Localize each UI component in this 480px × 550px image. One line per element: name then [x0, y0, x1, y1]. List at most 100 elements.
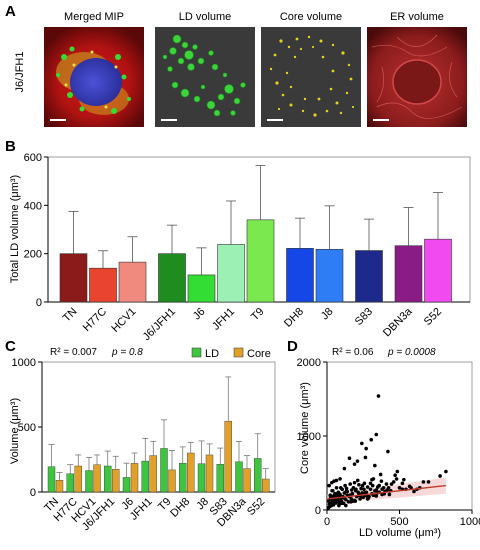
scatter-point	[385, 488, 389, 492]
scatter-point	[373, 463, 377, 468]
bar-JFH1	[217, 244, 245, 303]
scatter-point	[342, 491, 347, 495]
scatter-point	[387, 492, 392, 497]
bar-J8	[315, 249, 344, 303]
scatter-point	[352, 462, 357, 466]
scatter-point	[393, 473, 397, 478]
scale-bar	[161, 119, 177, 121]
x-tick-label: 0	[324, 516, 330, 528]
panel-b-label: B	[5, 138, 16, 155]
scatter-point	[360, 483, 365, 488]
y-tick-label: 500	[18, 422, 36, 434]
title-core-volume: Core volume	[279, 11, 343, 23]
scatter-point	[352, 480, 357, 485]
scatter-point	[355, 478, 360, 483]
bar-HCV1	[118, 261, 147, 303]
micrograph-er-volume	[367, 27, 467, 127]
micrograph-ld-volume	[155, 27, 255, 127]
scatter-point	[336, 497, 340, 502]
scatter-point	[359, 486, 363, 491]
scatter-point	[368, 487, 373, 492]
scatter-point	[356, 490, 360, 495]
panel-d-p: p = 0.0008	[388, 347, 436, 358]
scatter-point	[363, 455, 368, 460]
scatter-point	[402, 477, 406, 482]
scatter-point	[347, 456, 352, 461]
bar-J6	[187, 274, 216, 303]
scatter-point	[389, 482, 394, 486]
panel-c-r2: R² = 0.007	[50, 347, 97, 358]
bar-DH8	[286, 248, 314, 303]
scatter-point	[397, 486, 402, 490]
y-tick-label: 2000	[297, 357, 321, 369]
scatter-point	[345, 489, 350, 494]
bar-S52	[424, 238, 452, 303]
scatter-point	[379, 479, 384, 483]
scatter-point	[370, 477, 374, 482]
scatter-point	[444, 469, 448, 474]
scatter-point	[412, 489, 416, 494]
panel-d-label: D	[287, 338, 298, 355]
y-tick-label: 1000	[12, 357, 36, 369]
y-tick-label: 0	[30, 487, 36, 499]
scatter-point	[327, 483, 331, 488]
panel-a-label: A	[5, 3, 16, 20]
scatter-point	[338, 486, 343, 490]
scatter-point	[337, 503, 341, 508]
scatter-point	[368, 481, 373, 486]
x-tick-label: 500	[390, 516, 408, 528]
scatter-point	[333, 498, 337, 503]
scatter-point	[376, 394, 381, 398]
scatter-point	[395, 469, 400, 474]
bar-DBN3a	[394, 245, 423, 303]
scatter-point	[354, 487, 358, 492]
scatter-point	[349, 500, 353, 504]
scatter-point	[337, 500, 342, 505]
micrograph-core-volume	[261, 27, 361, 127]
scatter-point	[438, 474, 442, 478]
scale-bar	[50, 119, 66, 121]
scatter-point	[400, 481, 405, 486]
scatter-point	[394, 477, 399, 481]
scatter-point	[326, 505, 331, 510]
scatter-point	[374, 494, 379, 498]
legend-label-ld: LD	[205, 348, 219, 360]
scatter-point	[344, 486, 349, 491]
scatter-point	[366, 496, 371, 500]
scatter-point	[364, 446, 368, 451]
scatter-point	[343, 483, 347, 488]
scatter-point	[426, 480, 431, 484]
scatter-point	[381, 486, 386, 490]
bar-J6/JFH1	[158, 253, 186, 303]
scatter-point	[365, 485, 370, 489]
scatter-point	[329, 480, 334, 485]
scatter-point	[384, 482, 389, 486]
scatter-point	[386, 449, 390, 454]
panel-d-r2: R² = 0.06	[332, 347, 374, 358]
bar-T9	[246, 219, 275, 303]
scatter-point	[380, 492, 384, 497]
panel-c-label: C	[5, 338, 16, 355]
y-tick-label: 200	[24, 249, 42, 261]
scatter-point	[331, 488, 335, 493]
scatter-point	[421, 480, 426, 484]
title-ld-volume: LD volume	[178, 11, 232, 23]
scatter-point	[334, 486, 339, 490]
title-er-volume: ER volume	[390, 11, 444, 23]
scatter-point	[360, 491, 364, 495]
y-tick-label: 1000	[297, 431, 321, 443]
scatter-point	[378, 472, 383, 477]
panel-c-p: p = 0.8	[112, 347, 143, 358]
scatter-point	[332, 493, 337, 498]
panel-d-xlabel: LD volume (μm³)	[358, 527, 442, 539]
scatter-point	[344, 503, 348, 508]
scatter-point	[355, 459, 360, 463]
scatter-point	[362, 487, 366, 492]
x-tick-label: 1000	[460, 516, 480, 528]
title-merged-mip: Merged MIP	[64, 11, 124, 23]
legend-swatch-ld	[191, 347, 202, 358]
legend-swatch-core	[233, 347, 244, 358]
micrograph-merged	[44, 27, 144, 127]
